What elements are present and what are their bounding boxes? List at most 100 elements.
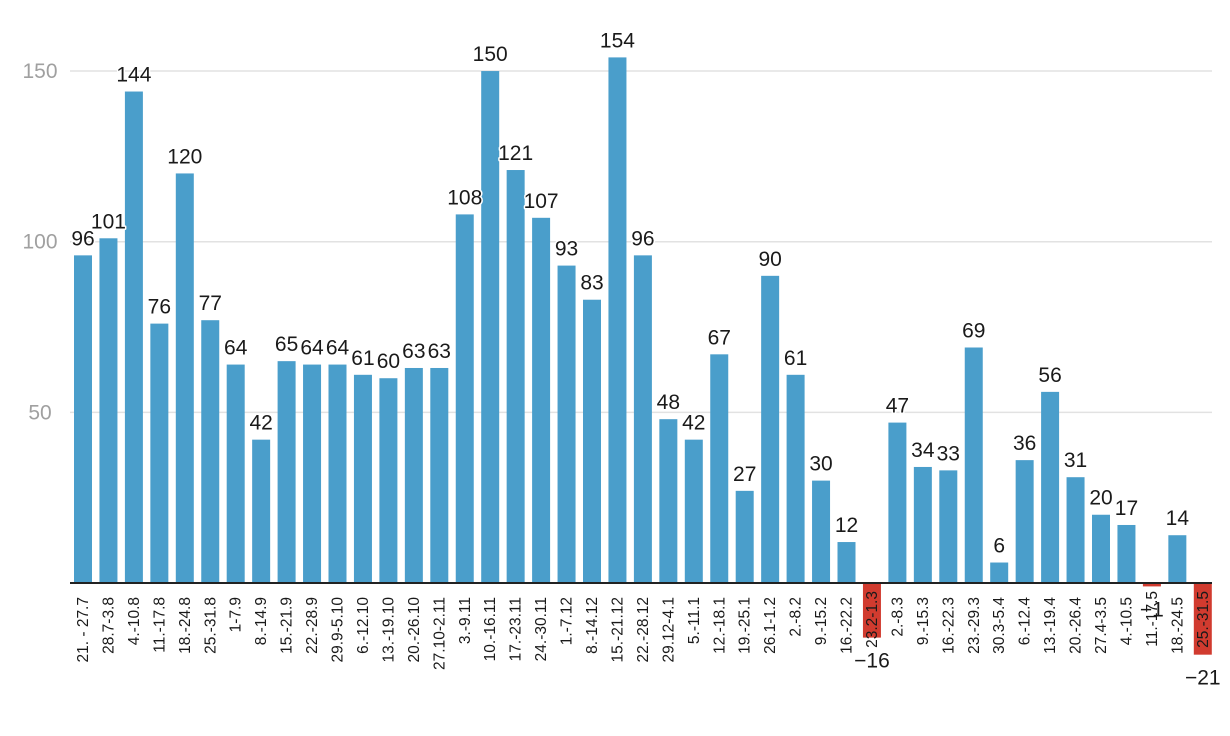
x-tick-label: 6.-12.10 — [355, 597, 372, 654]
x-tick-label: 29.9-5.10 — [330, 597, 347, 663]
bar — [252, 439, 271, 583]
bar — [175, 173, 194, 583]
x-tick-label: 20.-26.10 — [406, 597, 423, 663]
x-tick-label: 27.4-3.5 — [1093, 597, 1110, 654]
x-tick-label: 22.-28.9 — [304, 597, 321, 654]
data-label: 67 — [708, 326, 731, 349]
bar — [583, 299, 601, 583]
data-label: 76 — [148, 296, 171, 319]
x-tick-label: 20.-26.4 — [1068, 597, 1085, 654]
bar — [150, 323, 169, 583]
bar — [481, 71, 500, 584]
bar — [506, 170, 525, 584]
data-label: 150 — [473, 43, 508, 66]
bar — [1168, 535, 1187, 583]
data-label: 69 — [962, 320, 985, 343]
x-tick-label: 8.-14.12 — [584, 597, 601, 654]
data-label: 56 — [1038, 364, 1061, 387]
bar — [201, 320, 220, 583]
bar — [303, 364, 322, 583]
x-tick-label: 11.-17.5 — [1144, 591, 1161, 647]
data-label: 34 — [911, 439, 935, 462]
bar — [74, 255, 92, 584]
x-tick-label: 1.-7.12 — [559, 597, 576, 645]
data-label: 64 — [326, 337, 350, 360]
bar — [1193, 583, 1212, 655]
data-label: 64 — [300, 337, 324, 360]
bar — [837, 542, 856, 583]
data-label: 48 — [657, 391, 680, 414]
data-label: 77 — [199, 292, 222, 315]
data-label: 154 — [600, 29, 635, 52]
x-tick-label: 26.1-1.2 — [762, 597, 779, 654]
data-label: 83 — [580, 272, 603, 295]
data-label: 61 — [351, 347, 374, 370]
y-axis: 50 100 150 — [22, 60, 57, 424]
data-label: 42 — [682, 412, 705, 435]
bar — [430, 367, 449, 583]
bar — [379, 378, 398, 583]
bar — [761, 275, 780, 583]
x-tick-label: 4.-10.5 — [1118, 597, 1135, 645]
data-label: 20 — [1089, 487, 1112, 510]
bar — [659, 419, 678, 583]
x-tick-label: 15.-21.9 — [279, 597, 296, 654]
data-label: 63 — [402, 340, 425, 363]
bar — [812, 480, 831, 583]
bar — [735, 490, 754, 583]
x-tick-label: 9.-15.2 — [813, 597, 830, 645]
bar — [913, 466, 932, 583]
x-tick-label: 10.-16.11 — [482, 597, 499, 661]
x-tick-label: 9.-15.3 — [915, 597, 932, 645]
bars — [74, 57, 1212, 655]
data-label: 12 — [835, 514, 858, 537]
data-label: 96 — [71, 227, 94, 250]
x-tick-label: 25.-31.8 — [202, 597, 219, 654]
x-axis: 21. - 27.7 28.7-3.8 4.-10.8 11.-17.8 18.-24.… — [75, 591, 1212, 670]
bar — [608, 57, 627, 583]
data-label: 42 — [249, 412, 272, 435]
bar — [888, 422, 907, 583]
x-tick-label: 13.-19.4 — [1042, 597, 1059, 654]
bar — [1015, 460, 1034, 583]
x-tick-label: 12.-18.1 — [711, 597, 728, 654]
data-label: −1 — [1140, 598, 1164, 621]
x-tick-label: 8.-14.9 — [253, 597, 270, 645]
data-label: 30 — [809, 453, 832, 476]
bar — [328, 364, 347, 583]
x-tick-label: 16.-22.2 — [839, 597, 856, 654]
x-tick-label: 13.-19.10 — [380, 597, 397, 663]
x-tick-label: 18.-24.8 — [177, 597, 194, 654]
bar — [1041, 391, 1060, 583]
x-tick-label: 21. - 27.7 — [75, 597, 92, 663]
x-tick-label: 25.-31.5 — [1195, 591, 1212, 648]
data-label: 47 — [886, 395, 909, 418]
x-tick-label: 1-7.9 — [228, 597, 245, 632]
x-tick-label: 6.-12.4 — [1017, 597, 1034, 646]
data-label: 31 — [1064, 449, 1087, 472]
x-tick-label: 2.-8.2 — [788, 597, 805, 637]
x-tick-label: 3.-9.11 — [457, 597, 474, 644]
y-tick-label: 50 — [28, 401, 51, 424]
bar — [99, 238, 118, 584]
data-label: 63 — [428, 340, 451, 363]
bar — [532, 217, 551, 583]
data-label: 64 — [224, 337, 248, 360]
bar — [277, 361, 296, 583]
x-tick-label: 23.-29.3 — [966, 597, 983, 654]
bar — [1092, 514, 1110, 583]
bar — [1117, 524, 1136, 583]
data-label: 90 — [758, 248, 781, 271]
y-tick-label: 150 — [22, 60, 57, 83]
x-tick-label: 24.-30.11 — [533, 597, 550, 661]
x-tick-label: 19.-25.1 — [737, 597, 754, 654]
data-label: 36 — [1013, 432, 1036, 455]
x-tick-label: 23.2-1.3 — [864, 591, 881, 648]
bar — [226, 364, 245, 583]
x-tick-label: 5.-11.1 — [686, 597, 703, 644]
x-tick-label: 17.-23.11 — [508, 597, 525, 661]
x-tick-label: 22.-28.12 — [635, 597, 652, 663]
x-tick-label: 15.-21.12 — [609, 597, 626, 663]
bar — [786, 374, 805, 583]
bar — [684, 439, 703, 583]
